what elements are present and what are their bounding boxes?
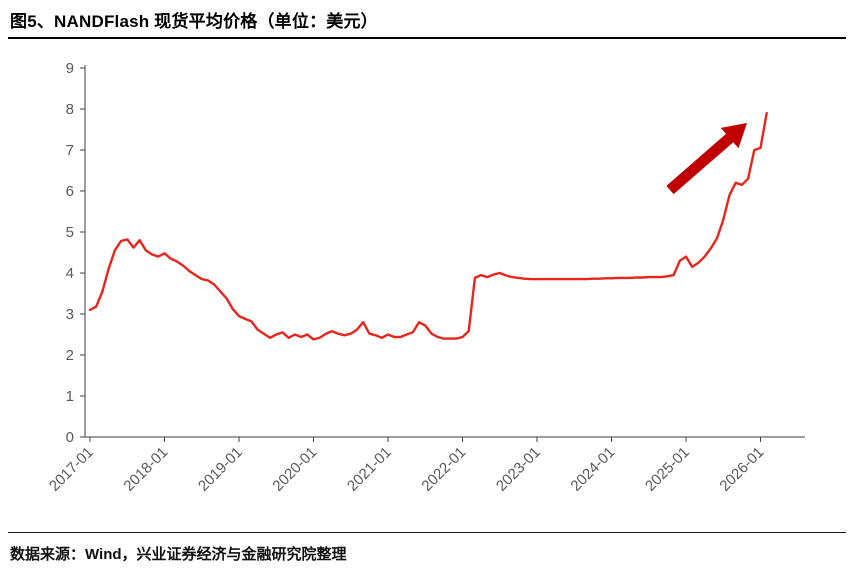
price-line (88, 111, 768, 341)
data-source-note: 数据来源：Wind，兴业证券经济与金融研究院整理 (10, 546, 347, 563)
trend-arrow-icon (666, 123, 747, 195)
y-tick-label: 2 (66, 347, 74, 364)
x-tick-label: 2023-01 (493, 444, 544, 495)
y-tick-label: 0 (66, 429, 74, 446)
x-tick-label: 2022-01 (418, 444, 469, 495)
x-tick-label: 2019-01 (195, 444, 246, 495)
y-tick-label: 7 (66, 142, 74, 159)
x-tick-label: 2024-01 (567, 444, 618, 495)
title-divider (8, 37, 846, 39)
y-tick-label: 3 (66, 306, 74, 323)
x-tick-label: 2017-01 (46, 444, 97, 495)
y-tick-label: 9 (66, 60, 74, 77)
x-tick-label: 2018-01 (120, 444, 171, 495)
y-tick-label: 8 (66, 101, 74, 118)
x-tick-label: 2025-01 (642, 444, 693, 495)
price-line-chart: 0 1 2 3 4 5 6 7 8 9 2017-01 2018-01 2019-01 2020-01 20… (46, 60, 805, 495)
x-tick-label: 2021-01 (344, 444, 395, 495)
chart-title: 图5、NANDFlash 现货平均价格（单位：美元） (10, 12, 378, 31)
y-tick-label: 6 (66, 183, 74, 200)
footer-divider (8, 532, 846, 533)
x-tick-label: 2020-01 (269, 444, 320, 495)
x-tick-label: 2026-01 (716, 444, 767, 495)
y-tick-label: 1 (66, 388, 74, 405)
y-tick-label: 5 (66, 224, 74, 241)
y-tick-label: 4 (66, 265, 74, 282)
